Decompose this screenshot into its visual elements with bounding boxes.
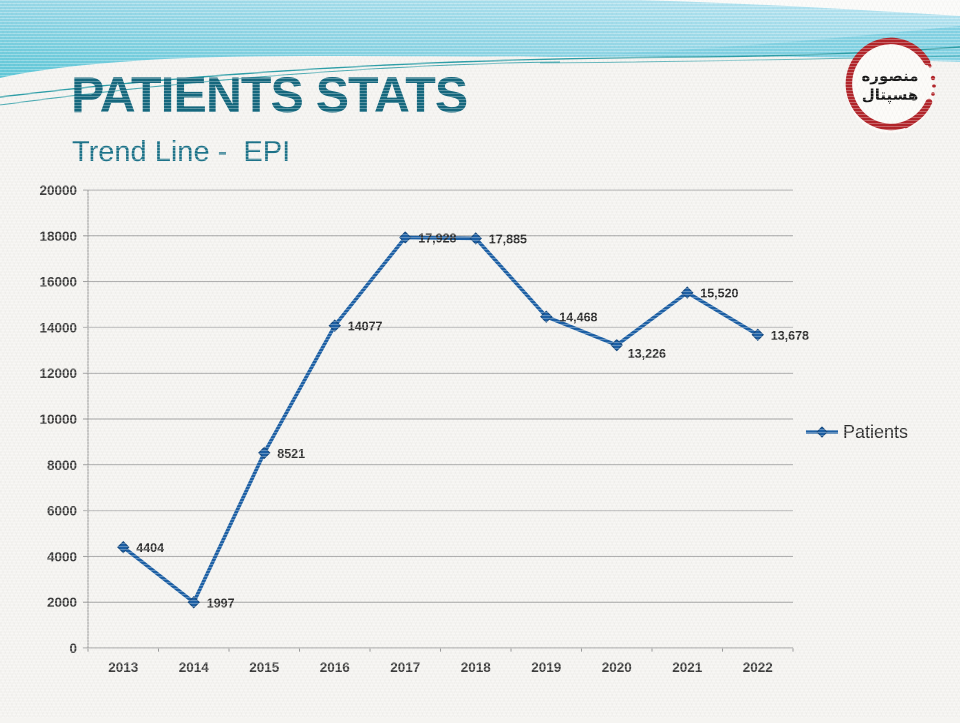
data-point-marker xyxy=(187,596,200,609)
y-axis-tick-label: 4000 xyxy=(47,549,77,564)
y-axis-tick-label: 8000 xyxy=(47,458,77,473)
chart-area: 0 2000 4000 6000 8000 10000 12000 14000 16000 180… xyxy=(0,180,960,723)
hospital-logo: منصوره هسپتال xyxy=(840,36,940,136)
data-point-marker xyxy=(328,319,341,332)
data-label: 13,678 xyxy=(771,329,809,343)
legend-marker-icon xyxy=(816,426,828,438)
data-label: 1997 xyxy=(207,596,235,610)
y-axis-tick-label: 16000 xyxy=(39,275,77,290)
logo-line-2: هسپتال xyxy=(861,86,919,104)
y-axis-tick-label: 12000 xyxy=(39,366,77,381)
data-point-marker xyxy=(610,338,623,352)
data-label: 13,226 xyxy=(628,347,666,361)
data-label: 14,468 xyxy=(559,311,597,325)
y-axis-tick-label: 6000 xyxy=(47,504,77,519)
x-axis-tick-label: 2013 xyxy=(108,660,139,675)
logo-arabic-text: منصوره هسپتال xyxy=(840,36,940,136)
y-axis-tick-label: 2000 xyxy=(47,595,77,610)
x-axis-tick-label: 2015 xyxy=(249,660,280,675)
data-point-marker xyxy=(258,446,271,460)
y-axis-tick-label: 18000 xyxy=(39,229,77,244)
page-subtitle: Trend Line - EPI xyxy=(72,136,291,168)
data-label: 15,520 xyxy=(700,287,738,301)
y-axis-tick-label: 14000 xyxy=(39,320,77,335)
y-axis-tick-label: 0 xyxy=(69,641,77,656)
data-label: 4404 xyxy=(136,541,164,555)
teal-band xyxy=(0,0,960,78)
x-axis-tick-label: 2018 xyxy=(461,660,492,675)
data-point-marker xyxy=(681,286,694,299)
trend-line xyxy=(121,235,760,605)
y-axis-tick-label: 20000 xyxy=(39,183,77,198)
accent-line xyxy=(0,61,561,106)
logo-stamp-icon xyxy=(845,37,936,133)
data-label: 17,885 xyxy=(489,232,527,246)
x-axis-tick-label: 2020 xyxy=(602,660,632,675)
x-axis-tick-label: 2016 xyxy=(320,660,351,675)
patients-trend-line-chart: 0 2000 4000 6000 8000 10000 12000 14000 16000 180… xyxy=(39,183,908,675)
x-axis-tick-label: 2019 xyxy=(531,660,561,675)
legend-label: Patients xyxy=(843,422,908,442)
white-wedge xyxy=(640,0,960,16)
data-point-marker xyxy=(117,540,130,554)
x-axis-tick-label: 2014 xyxy=(179,660,210,675)
data-point-marker xyxy=(751,328,764,341)
data-label: 8521 xyxy=(277,447,305,461)
x-axis-tick-label: 2021 xyxy=(672,660,703,675)
data-label: 14077 xyxy=(348,320,383,334)
y-axis-tick-label: 10000 xyxy=(39,412,77,427)
x-axis-tick-label: 2017 xyxy=(390,660,420,675)
x-axis-tick-label: 2022 xyxy=(743,660,773,675)
data-point-marker xyxy=(399,231,412,244)
data-point-marker xyxy=(469,232,482,245)
logo-line-1: منصوره xyxy=(861,66,919,85)
data-label: 17,928 xyxy=(418,231,456,245)
teal-stripe xyxy=(520,26,960,60)
page-title: PATIENTS STATS xyxy=(71,67,468,123)
data-point-marker xyxy=(540,310,553,323)
